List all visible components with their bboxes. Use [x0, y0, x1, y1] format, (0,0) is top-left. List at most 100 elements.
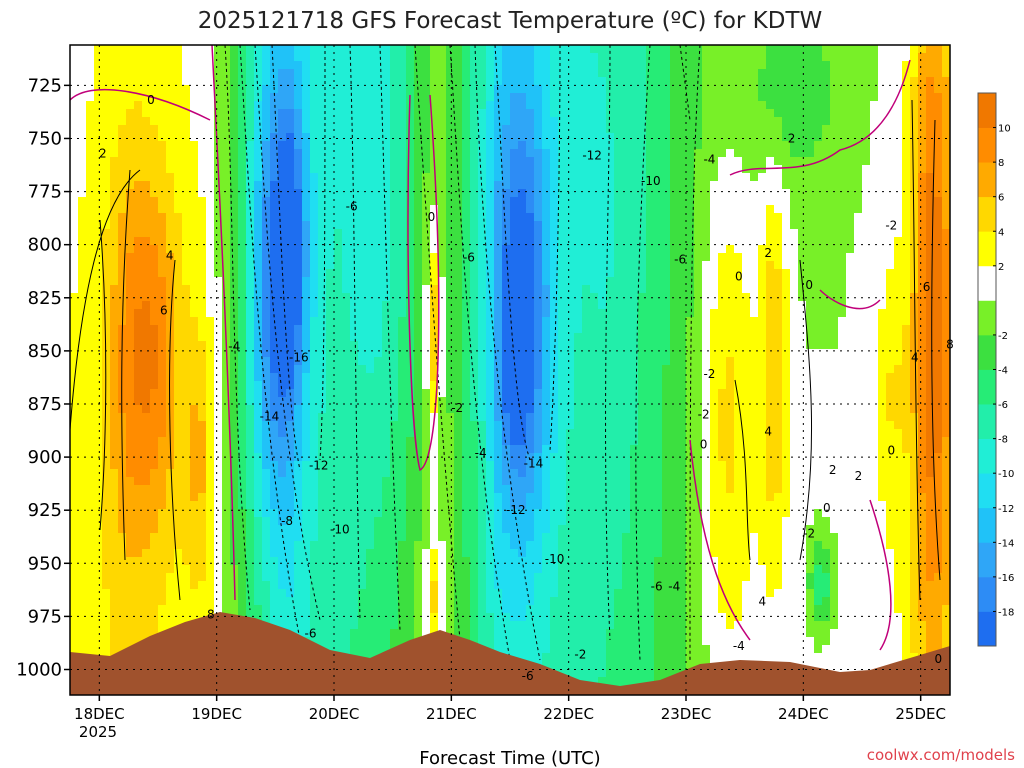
field-cell [174, 509, 183, 518]
field-cell [550, 437, 559, 446]
field-cell [174, 285, 183, 294]
field-cell [302, 85, 311, 94]
field-cell [110, 413, 119, 422]
field-cell [358, 517, 367, 526]
field-cell [462, 333, 471, 342]
field-cell [518, 285, 527, 294]
field-cell [438, 213, 447, 222]
field-cell [198, 373, 207, 382]
field-cell [182, 381, 191, 390]
field-cell [150, 357, 159, 366]
field-cell [150, 605, 159, 614]
field-cell [374, 237, 383, 246]
field-cell [182, 525, 191, 534]
field-cell [350, 381, 359, 390]
field-cell [454, 445, 463, 454]
field-cell [246, 101, 255, 110]
field-cell [102, 93, 111, 102]
field-cell [398, 269, 407, 278]
field-cell [486, 485, 495, 494]
field-cell [222, 437, 231, 446]
field-cell [526, 237, 535, 246]
field-cell [286, 45, 295, 54]
field-cell [318, 221, 327, 230]
field-cell [526, 637, 535, 646]
field-cell [302, 493, 311, 502]
field-cell [254, 421, 263, 430]
field-cell [166, 205, 175, 214]
field-cell [310, 533, 319, 542]
field-cell [486, 357, 495, 366]
field-cell [542, 565, 551, 574]
field-cell [78, 109, 87, 118]
field-cell [134, 357, 143, 366]
field-cell [342, 413, 351, 422]
field-cell [230, 453, 239, 462]
field-cell [462, 381, 471, 390]
field-cell [94, 533, 103, 542]
field-cell [486, 565, 495, 574]
field-cell [230, 501, 239, 510]
field-cell [478, 413, 487, 422]
field-cell [198, 45, 207, 54]
field-cell [486, 621, 495, 630]
field-cell [222, 381, 231, 390]
field-cell [350, 541, 359, 550]
field-cell [182, 469, 191, 478]
field-cell [462, 613, 471, 622]
field-cell [302, 245, 311, 254]
field-cell [158, 333, 167, 342]
field-cell [470, 237, 479, 246]
field-cell [182, 421, 191, 430]
field-cell [470, 413, 479, 422]
field-cell [278, 149, 287, 158]
field-cell [310, 445, 319, 454]
field-cell [86, 533, 95, 542]
field-cell [462, 165, 471, 174]
field-cell [150, 509, 159, 518]
field-cell [382, 389, 391, 398]
field-cell [86, 53, 95, 62]
field-cell [470, 133, 479, 142]
field-cell [110, 285, 119, 294]
field-cell [462, 509, 471, 518]
field-cell [406, 373, 415, 382]
field-cell [494, 621, 503, 630]
field-cell [510, 189, 519, 198]
field-cell [238, 181, 247, 190]
field-cell [158, 549, 167, 558]
field-cell [318, 125, 327, 134]
field-cell [518, 173, 527, 182]
field-cell [438, 325, 447, 334]
field-cell [110, 461, 119, 470]
field-cell [142, 525, 151, 534]
field-cell [318, 261, 327, 270]
field-cell [206, 525, 215, 534]
field-cell [358, 589, 367, 598]
field-cell [174, 205, 183, 214]
field-cell [414, 213, 423, 222]
field-cell [342, 381, 351, 390]
field-cell [422, 357, 431, 366]
field-cell [510, 237, 519, 246]
field-cell [206, 557, 215, 566]
field-cell [454, 589, 463, 598]
field-cell [446, 69, 455, 78]
field-cell [214, 421, 223, 430]
field-cell [214, 85, 223, 94]
field-cell [102, 117, 111, 126]
field-cell [414, 573, 423, 582]
field-cell [534, 133, 543, 142]
field-cell [166, 85, 175, 94]
field-cell [310, 69, 319, 78]
field-cell [254, 517, 263, 526]
field-cell [430, 501, 439, 510]
field-cell [390, 573, 399, 582]
field-cell [86, 413, 95, 422]
field-cell [518, 45, 527, 54]
field-cell [486, 365, 495, 374]
field-cell [470, 53, 479, 62]
field-cell [254, 261, 263, 270]
field-cell [358, 477, 367, 486]
field-cell [294, 613, 303, 622]
